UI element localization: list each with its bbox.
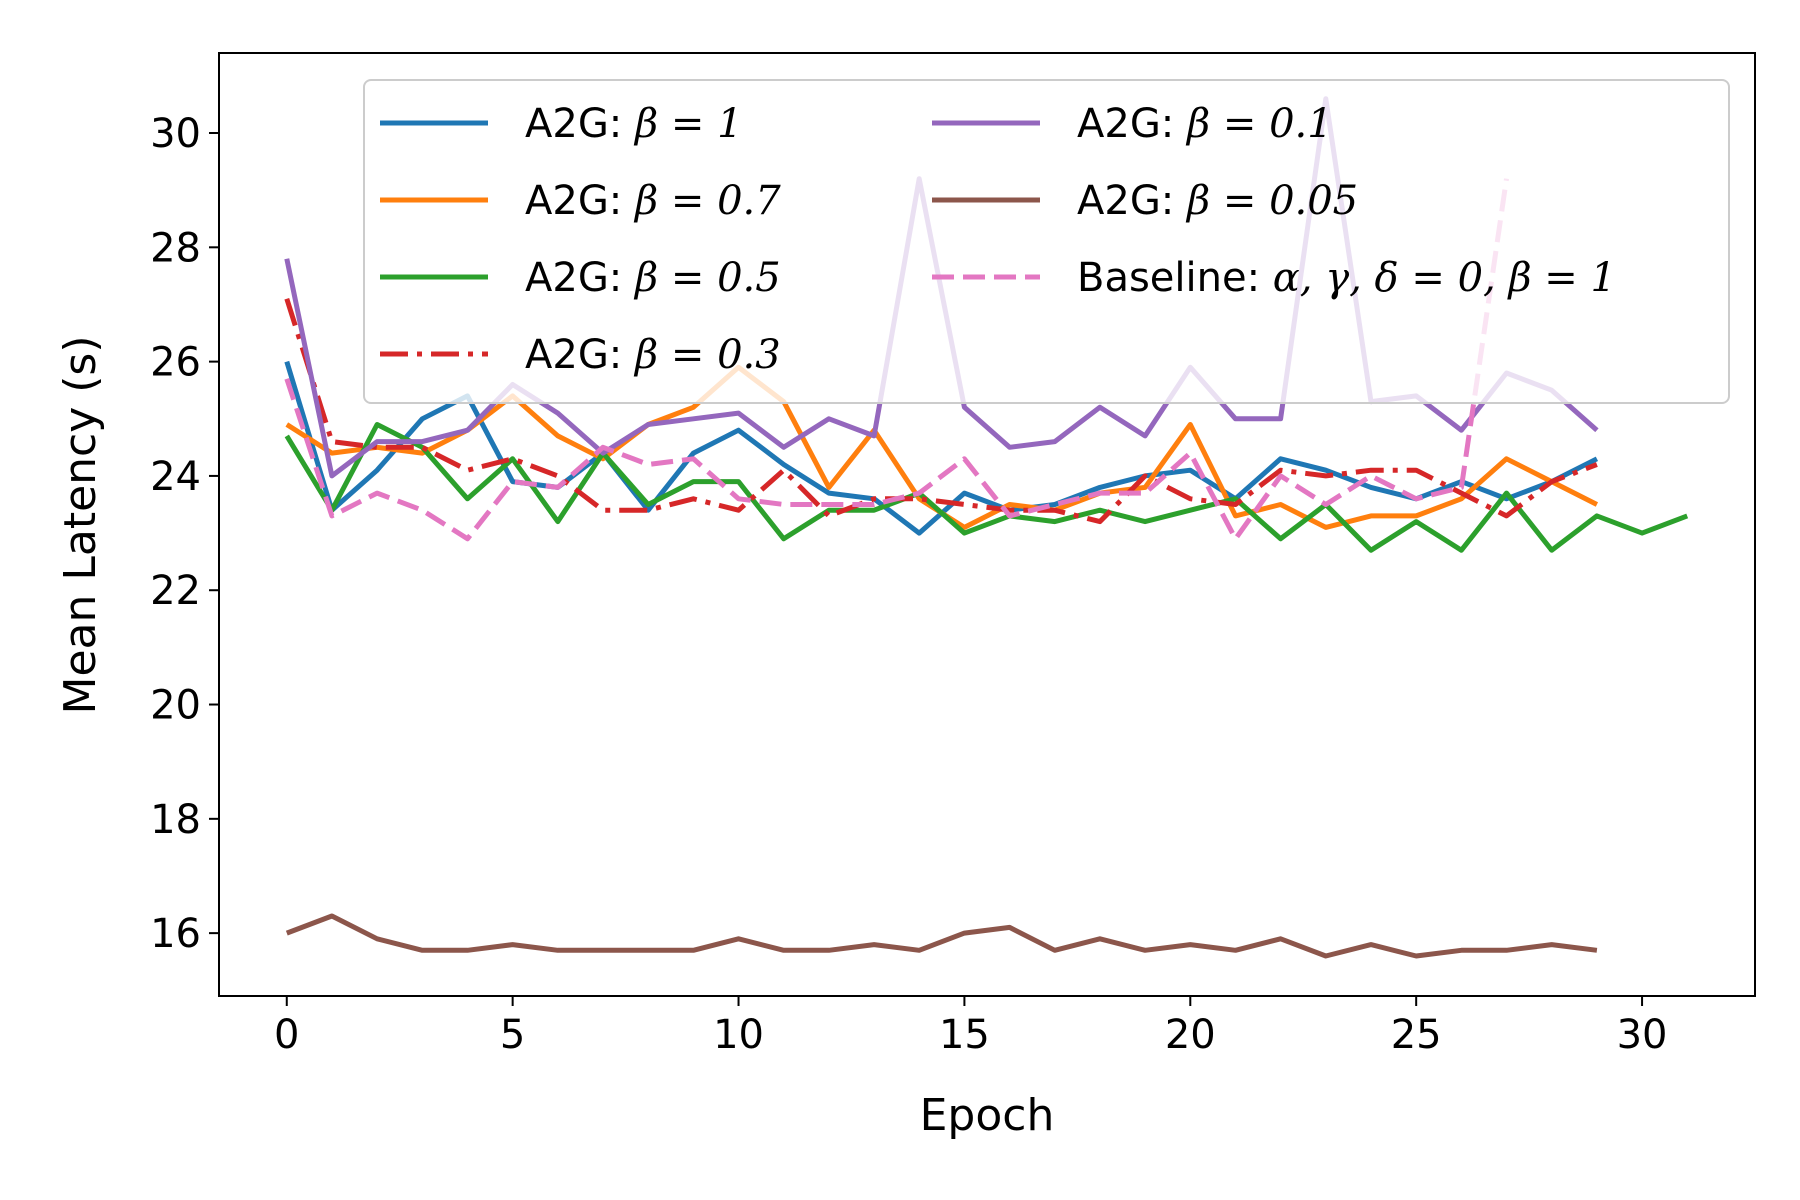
y-tick-label: 30	[150, 111, 201, 157]
x-tick-label: 5	[500, 1012, 525, 1058]
x-tick-label: 15	[939, 1012, 990, 1058]
x-axis-label: Epoch	[920, 1090, 1055, 1141]
legend-label-3: A2G: β = 0.3	[525, 332, 781, 378]
x-tick-label: 30	[1617, 1012, 1668, 1058]
series-line-2	[284, 422, 1689, 553]
series-line-3	[284, 298, 1598, 525]
tick-layer: 0 5 10 15 20 25 30 16 18 20 22 24 26 28 30	[150, 111, 1667, 1058]
legend-label-2: A2G: β = 0.5	[525, 255, 781, 301]
legend-label-5: A2G: β = 0.05	[1077, 178, 1358, 224]
y-tick-label: 20	[150, 683, 201, 729]
x-tick-label: 20	[1165, 1012, 1216, 1058]
legend-box	[363, 79, 1730, 404]
legend: A2G: β = 1 A2G: β = 0.7 A2G: β = 0.5 A2G: β…	[363, 79, 1730, 404]
y-tick-label: 16	[150, 911, 201, 957]
y-tick-label: 22	[150, 568, 201, 614]
x-tick-label: 10	[713, 1012, 764, 1058]
legend-label-0: A2G: β = 1	[525, 101, 743, 147]
x-tick-label: 25	[1391, 1012, 1442, 1058]
y-tick-label: 28	[150, 225, 201, 271]
series-line-5	[285, 913, 1598, 959]
y-axis-label: Mean Latency (s)	[55, 335, 106, 714]
plot-frame	[218, 52, 1756, 997]
legend-label-6: Baseline: α, γ, δ = 0, β = 1	[1077, 255, 1616, 301]
x-tick-label: 0	[274, 1012, 299, 1058]
y-tick-label: 24	[150, 454, 201, 500]
series-line-6	[284, 178, 1509, 542]
legend-label-4: A2G: β = 0.1	[1077, 101, 1333, 147]
y-tick-label: 26	[150, 340, 201, 386]
y-tick-label: 18	[150, 797, 201, 843]
legend-label-1: A2G: β = 0.7	[525, 178, 781, 224]
